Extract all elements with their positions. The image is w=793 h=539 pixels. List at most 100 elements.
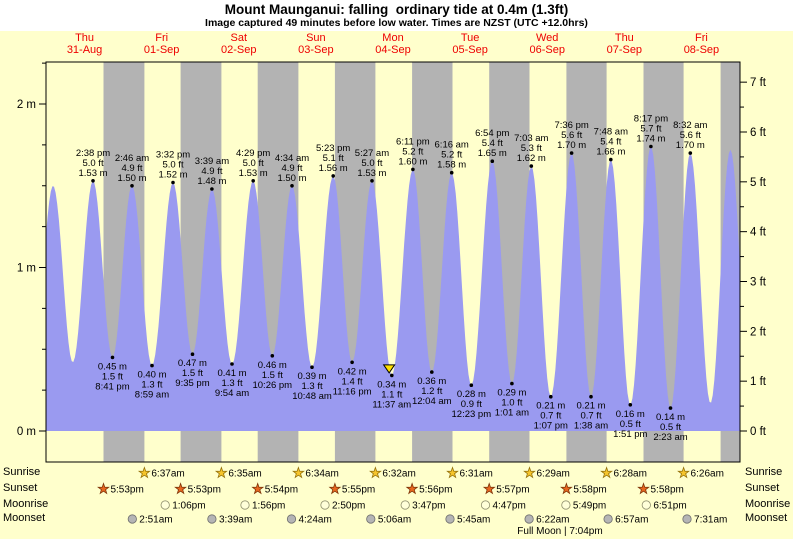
high-tide-marker-dot [411, 167, 415, 172]
day-label-date: 03-Sep [298, 44, 333, 56]
moonset-moon-time-label: 6:22am [536, 515, 569, 526]
low-tide-m-label: 0.14 m [656, 412, 685, 423]
moonset-moon-time-label: 7:31am [694, 515, 727, 526]
high-tide-marker-dot [609, 157, 613, 162]
sunset-star-icon [174, 482, 187, 495]
low-tide-time-label: 11:37 am [372, 399, 411, 410]
high-tide-time-label: 4:34 am [275, 153, 309, 164]
low-tide-ft-label: 1.3 ft [141, 380, 162, 391]
day-label-date: 04-Sep [375, 44, 410, 56]
low-tide-ft-label: 1.5 ft [262, 370, 283, 381]
moonrise-row-label-right: Moonrise [745, 498, 791, 510]
high-tide-marker-dot [370, 179, 374, 183]
y-axis-right-label: 7 ft [750, 77, 767, 89]
high-tide-ft-label: 5.4 ft [482, 138, 503, 149]
day-label-weekday: Thu [75, 32, 94, 44]
high-tide-time-label: 5:27 am [355, 148, 389, 159]
moonset-moon-time-label: 5:06am [378, 515, 411, 526]
low-tide-marker-dot [110, 355, 115, 360]
day-label-weekday: Thu [615, 32, 634, 44]
header-strip: Mount Maunganui: falling ordinary tide a… [0, 0, 793, 31]
high-tide-marker-dot [251, 179, 255, 183]
high-tide-ft-label: 4.9 ft [121, 163, 142, 174]
y-axis-left-label: 2 m [17, 99, 36, 111]
sunset-star-icon [251, 482, 265, 495]
low-tide-m-label: 0.42 m [338, 366, 367, 377]
low-tide-marker-dot [350, 360, 354, 365]
low-tide-marker-dot [190, 352, 195, 357]
high-tide-ft-label: 5.3 ft [521, 143, 542, 154]
low-tide-time-label: 9:54 am [215, 388, 249, 399]
moonrise-moon-icon [480, 500, 491, 510]
high-tide-m-label: 1.60 m [398, 156, 427, 167]
high-tide-ft-label: 5.6 ft [561, 130, 582, 141]
high-tide-marker-dot [290, 184, 294, 188]
high-tide-ft-label: 5.0 ft [82, 158, 103, 169]
low-tide-marker-dot [589, 394, 593, 399]
low-tide-ft-label: 0.5 ft [620, 419, 641, 430]
high-tide-ft-label: 5.2 ft [402, 146, 423, 157]
y-axis-left-label: 0 m [17, 426, 36, 438]
day-label-date: 08-Sep [684, 44, 719, 56]
current-tide-marker-icon [382, 364, 396, 374]
sunrise-star-icon [677, 466, 690, 479]
sunrise-star-icon [214, 466, 228, 479]
low-tide-ft-label: 1.5 ft [102, 371, 123, 382]
moonrise-moon-icon [561, 500, 571, 510]
high-tide-marker-dot [490, 159, 495, 163]
low-tide-time-label: 8:59 am [135, 390, 169, 401]
moonset-moon-icon [366, 514, 376, 524]
high-tide-marker-dot [649, 144, 653, 149]
sunrise-star-time-label: 6:29am [536, 469, 569, 480]
high-tide-m-label: 1.65 m [478, 148, 507, 159]
low-tide-time-label: 1:07 pm [534, 421, 568, 432]
high-tide-time-label: 8:32 am [673, 120, 707, 131]
sunset-star-time-label: 5:57pm [496, 485, 529, 496]
low-tide-ft-label: 0.5 ft [660, 422, 681, 433]
low-tide-time-label: 12:04 am [412, 396, 452, 407]
low-tide-ft-label: 1.1 ft [381, 389, 402, 400]
low-tide-m-label: 0.40 m [137, 370, 166, 381]
sunrise-star-icon [137, 466, 151, 479]
low-tide-time-label: 1:01 am [495, 408, 529, 419]
high-tide-marker-dot [91, 179, 95, 183]
high-tide-ft-label: 5.1 ft [323, 153, 344, 164]
low-tide-marker-dot [270, 354, 275, 358]
moonset-moon-icon [682, 514, 692, 524]
low-tide-ft-label: 0.7 ft [540, 411, 561, 422]
high-tide-m-label: 1.70 m [676, 140, 705, 151]
moonset-row-label-left: Moonset [3, 512, 46, 524]
high-tide-time-label: 4:29 pm [236, 148, 270, 159]
low-tide-time-label: 1:38 am [574, 421, 608, 432]
moonset-moon-icon [127, 514, 137, 524]
sunset-star-icon [97, 482, 110, 495]
day-label-weekday: Tue [461, 32, 480, 44]
y-axis-right-label: 3 ft [750, 276, 767, 288]
low-tide-ft-label: 1.4 ft [342, 376, 363, 387]
day-label-date: 01-Sep [144, 44, 179, 56]
low-tide-m-label: 0.34 m [377, 379, 406, 390]
y-axis-right-label: 1 ft [750, 376, 767, 388]
low-tide-time-label: 10:48 am [292, 391, 332, 402]
high-tide-ft-label: 4.9 ft [201, 166, 222, 177]
moonset-moon-icon [207, 514, 217, 524]
high-tide-m-label: 1.53 m [78, 168, 107, 179]
sunrise-star-time-label: 6:34am [305, 469, 338, 480]
low-tide-m-label: 0.46 m [258, 360, 287, 371]
sunrise-star-time-label: 6:37am [151, 469, 184, 480]
sunset-star-time-label: 5:58pm [573, 485, 606, 496]
low-tide-marker-dot [150, 363, 154, 368]
high-tide-m-label: 1.74 m [636, 134, 665, 145]
high-tide-m-label: 1.50 m [117, 173, 146, 184]
sunset-star-time-label: 5:58pm [651, 485, 684, 496]
low-tide-m-label: 0.29 m [497, 388, 526, 399]
high-tide-m-label: 1.58 m [437, 160, 466, 171]
low-tide-time-label: 10:26 pm [252, 380, 292, 391]
sunset-star-icon [560, 482, 573, 495]
y-axis-right-label: 6 ft [750, 127, 767, 139]
low-tide-time-label: 9:35 pm [175, 378, 209, 389]
page-title: Mount Maunganui: falling ordinary tide a… [224, 2, 569, 17]
high-tide-ft-label: 5.6 ft [680, 130, 701, 141]
low-tide-time-label: 8:41 pm [95, 381, 129, 392]
low-tide-ft-label: 0.7 ft [580, 411, 601, 422]
